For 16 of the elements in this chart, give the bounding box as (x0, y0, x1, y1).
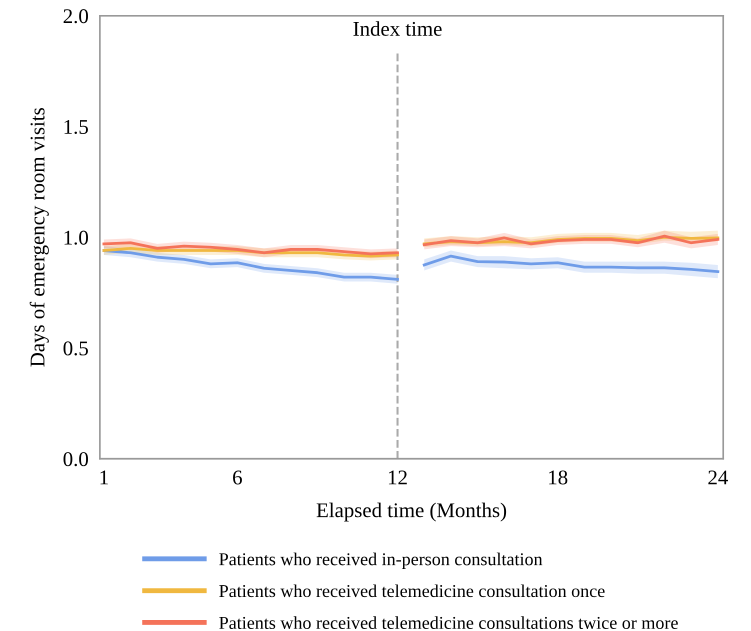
legend-label: Patients who received telemedicine consultations twice or more (219, 616, 678, 629)
x-tick-label: 12 (388, 470, 407, 484)
x-tick-label: 6 (233, 470, 242, 485)
y-tick-label: 0.0 (64, 452, 88, 466)
y-tick-label: 1.0 (64, 230, 88, 245)
ref-line-label: Index time (353, 21, 442, 36)
x-axis-title: Elapsed time (Months) (316, 502, 506, 522)
legend-label: Patients who received telemedicine consultation once (219, 584, 605, 598)
y-tick-label: 0.5 (64, 341, 88, 356)
x-tick-label: 18 (549, 470, 568, 485)
x-tick-label: 24 (708, 470, 728, 484)
y-tick-label: 2.0 (64, 9, 88, 24)
x-tick-label: 1 (100, 470, 108, 484)
y-tick-label: 1.5 (64, 120, 88, 134)
y-axis-title: Days of emergency room visits (30, 108, 49, 367)
legend-label: Patients who received in-person consultation (219, 552, 542, 569)
